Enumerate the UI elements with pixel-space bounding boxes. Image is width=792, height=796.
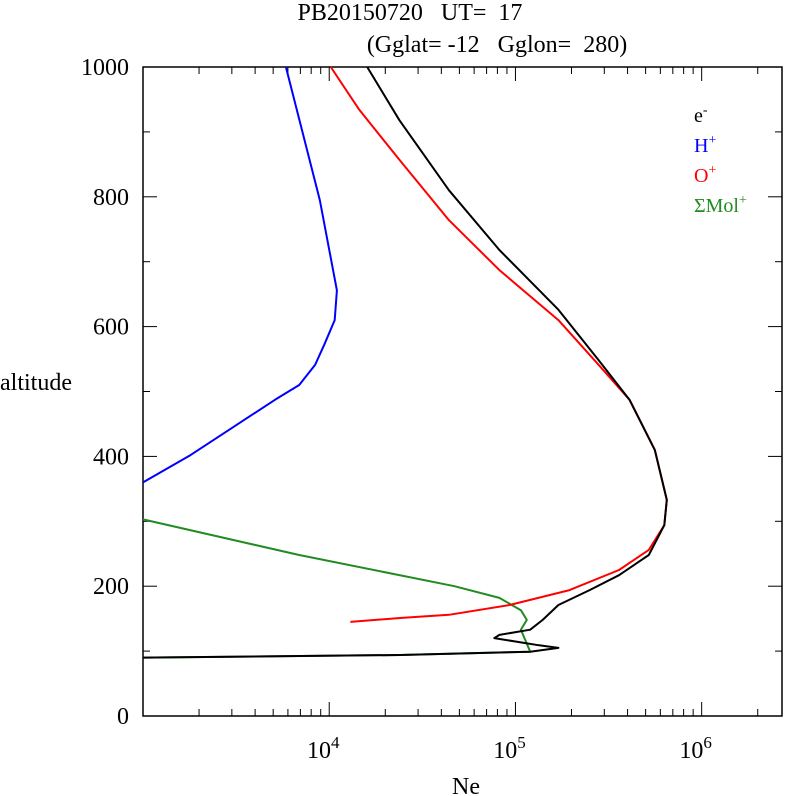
x-tick-label: 104	[307, 733, 340, 764]
chart-title: PB20150720 UT= 17	[298, 0, 523, 26]
chart-subtitle: (Gglat= -12 Gglon= 280)	[367, 32, 627, 58]
y-tick-label: 200	[93, 574, 129, 600]
x-axis-label: Ne	[452, 774, 480, 796]
x-tick-label: 106	[679, 733, 712, 764]
x-tick-label: 105	[493, 733, 526, 764]
y-tick-label: 800	[93, 185, 129, 211]
series-line-1	[142, 66, 338, 484]
legend-entry: H+	[694, 133, 716, 157]
series-line-2	[329, 66, 668, 623]
y-tick-label: 1000	[81, 55, 129, 81]
series-line-0	[142, 66, 668, 659]
y-tick-label: 600	[93, 315, 129, 341]
y-axis-label: altitude	[0, 370, 72, 396]
legend-entry: e-	[694, 103, 708, 127]
y-tick-label: 0	[117, 704, 129, 730]
legend-entry: O+	[694, 163, 716, 187]
legend-entry: ΣMol+	[694, 193, 747, 217]
plot-frame	[142, 66, 783, 717]
series-line-3	[142, 518, 532, 659]
y-tick-label: 400	[93, 444, 129, 470]
